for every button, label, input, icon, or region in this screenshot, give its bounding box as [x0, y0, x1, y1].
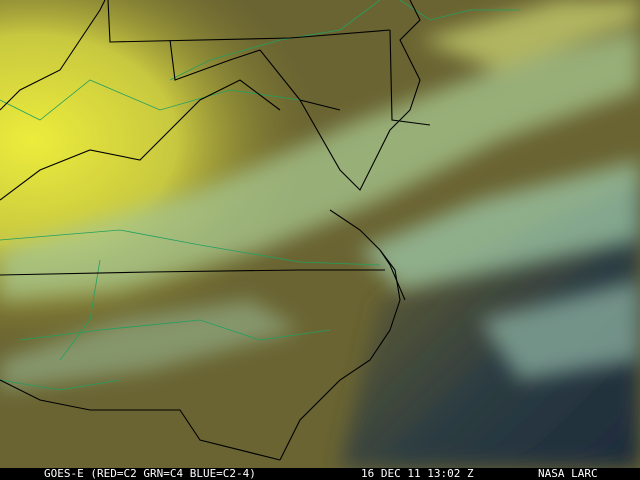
- source-label: NASA LARC: [538, 467, 598, 480]
- county-lines: [0, 0, 520, 391]
- image-caption-bar: GOES-E (RED=C2 GRN=C4 BLUE=C2-4) 16 DEC …: [0, 468, 640, 480]
- state-borders: [0, 0, 431, 461]
- timestamp-label: 16 DEC 11 13:02 Z: [361, 467, 474, 480]
- satellite-composite-image: [0, 0, 640, 468]
- satellite-channel-label: GOES-E (RED=C2 GRN=C4 BLUE=C2-4): [44, 467, 256, 480]
- cloud-bands: [0, 0, 640, 390]
